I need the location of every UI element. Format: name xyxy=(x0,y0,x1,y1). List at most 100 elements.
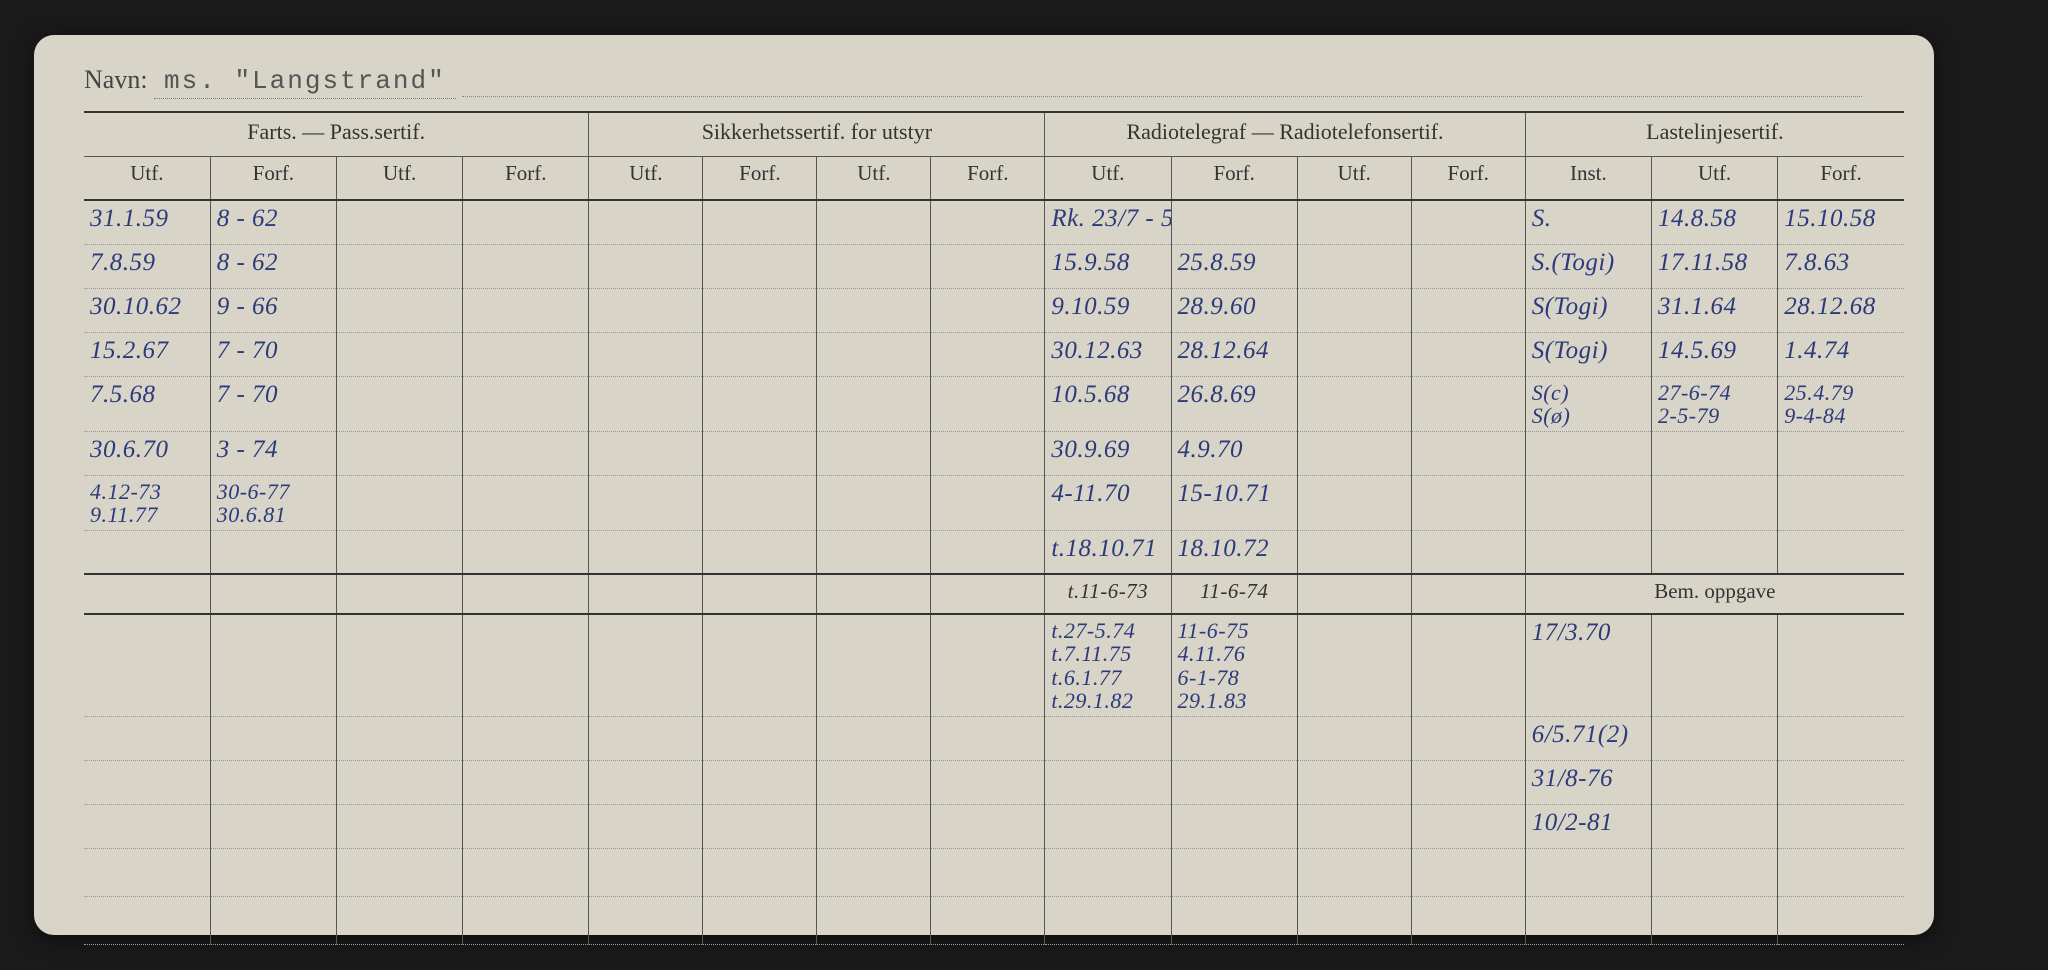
cell xyxy=(589,244,703,288)
cell xyxy=(210,804,336,848)
cell xyxy=(1045,804,1171,848)
group-radio: Radiotelegraf — Radiotelefonsertif. xyxy=(1045,112,1525,156)
certificate-table: Farts. — Pass.sertif. Sikkerhetssertif. … xyxy=(84,111,1904,945)
col-utf: Utf. xyxy=(1045,156,1171,200)
cell xyxy=(336,431,462,475)
cell xyxy=(703,716,817,760)
cell xyxy=(336,804,462,848)
cell xyxy=(1297,716,1411,760)
binder-hole xyxy=(1964,460,2014,510)
binder-hole xyxy=(1964,812,2014,862)
cell xyxy=(463,716,589,760)
cell xyxy=(589,431,703,475)
cell xyxy=(589,896,703,944)
cell: Rk. 23/7 - 58 xyxy=(1045,200,1171,244)
name-label: Navn: xyxy=(84,65,148,94)
cell xyxy=(1651,431,1777,475)
cell xyxy=(210,530,336,574)
cell: 1.4.74 xyxy=(1778,332,1904,376)
cell xyxy=(84,804,210,848)
cell xyxy=(1297,288,1411,332)
cell xyxy=(703,530,817,574)
table-row: t.18.10.7118.10.72 xyxy=(84,530,1904,574)
binder-holes xyxy=(1964,20,2014,950)
cell xyxy=(1411,530,1525,574)
cell: 4.9.70 xyxy=(1171,431,1297,475)
cell xyxy=(931,376,1045,431)
cell xyxy=(817,760,931,804)
name-row: Navn: ms. "Langstrand" xyxy=(84,65,1904,105)
cell xyxy=(1297,760,1411,804)
cell xyxy=(703,200,817,244)
table-row: t.27-5.74t.7.11.75t.6.1.77t.29.1.8211-6-… xyxy=(84,614,1904,716)
cell xyxy=(931,574,1045,614)
cell xyxy=(336,574,462,614)
binder-hole xyxy=(1964,636,2014,686)
table-row: 7.5.687 - 7010.5.6826.8.69S(c)S(ø)27-6-7… xyxy=(84,376,1904,431)
table-row: 4.12-739.11.7730-6-7730.6.814-11.7015-10… xyxy=(84,475,1904,530)
cell xyxy=(463,530,589,574)
cell xyxy=(463,332,589,376)
binder-hole xyxy=(1964,284,2014,334)
cell: S(Togi) xyxy=(1525,332,1651,376)
cell xyxy=(336,376,462,431)
cell xyxy=(1297,574,1411,614)
cell xyxy=(817,716,931,760)
table-row: 30.6.703 - 7430.9.694.9.70 xyxy=(84,431,1904,475)
cell xyxy=(1525,475,1651,530)
cell xyxy=(1411,760,1525,804)
cell: 4-11.70 xyxy=(1045,475,1171,530)
record-card: Navn: ms. "Langstrand" Farts. — Pass.ser… xyxy=(34,35,1934,935)
cell xyxy=(1171,848,1297,896)
cell xyxy=(703,896,817,944)
cell xyxy=(817,244,931,288)
cell xyxy=(84,574,210,614)
cell xyxy=(336,614,462,716)
cell: 7 - 70 xyxy=(210,376,336,431)
header-group-row: Farts. — Pass.sertif. Sikkerhetssertif. … xyxy=(84,112,1904,156)
cell xyxy=(1411,332,1525,376)
cell xyxy=(463,896,589,944)
cell xyxy=(589,332,703,376)
cell: 7.5.68 xyxy=(84,376,210,431)
cell xyxy=(463,288,589,332)
header-sub-row: Utf. Forf. Utf. Forf. Utf. Forf. Utf. Fo… xyxy=(84,156,1904,200)
cell xyxy=(1778,530,1904,574)
cell xyxy=(210,896,336,944)
col-forf: Forf. xyxy=(1411,156,1525,200)
cell xyxy=(1171,716,1297,760)
cell xyxy=(703,574,817,614)
table-body-bottom: t.27-5.74t.7.11.75t.6.1.77t.29.1.8211-6-… xyxy=(84,614,1904,944)
cell xyxy=(1778,804,1904,848)
cell: 28.9.60 xyxy=(1171,288,1297,332)
bem-oppgave-label: Bem. oppgave xyxy=(1525,574,1904,614)
cell xyxy=(589,376,703,431)
cell xyxy=(84,614,210,716)
cell xyxy=(1651,848,1777,896)
cell xyxy=(1411,475,1525,530)
cell xyxy=(1525,896,1651,944)
cell xyxy=(210,614,336,716)
cell xyxy=(1651,716,1777,760)
cell xyxy=(703,614,817,716)
cell xyxy=(931,332,1045,376)
cell xyxy=(1171,896,1297,944)
cell xyxy=(1045,760,1171,804)
cell: 17.11.58 xyxy=(1651,244,1777,288)
col-forf: Forf. xyxy=(1778,156,1904,200)
col-forf: Forf. xyxy=(210,156,336,200)
cell xyxy=(1411,614,1525,716)
col-utf: Utf. xyxy=(817,156,931,200)
group-farts: Farts. — Pass.sertif. xyxy=(84,112,589,156)
cell xyxy=(703,760,817,804)
binder-hole xyxy=(1964,900,2014,950)
cell xyxy=(817,376,931,431)
cell xyxy=(1778,848,1904,896)
cell xyxy=(1171,200,1297,244)
cell xyxy=(463,848,589,896)
cell xyxy=(1411,848,1525,896)
cell xyxy=(1411,288,1525,332)
cell: 10.5.68 xyxy=(1045,376,1171,431)
cell xyxy=(84,896,210,944)
cell xyxy=(589,200,703,244)
